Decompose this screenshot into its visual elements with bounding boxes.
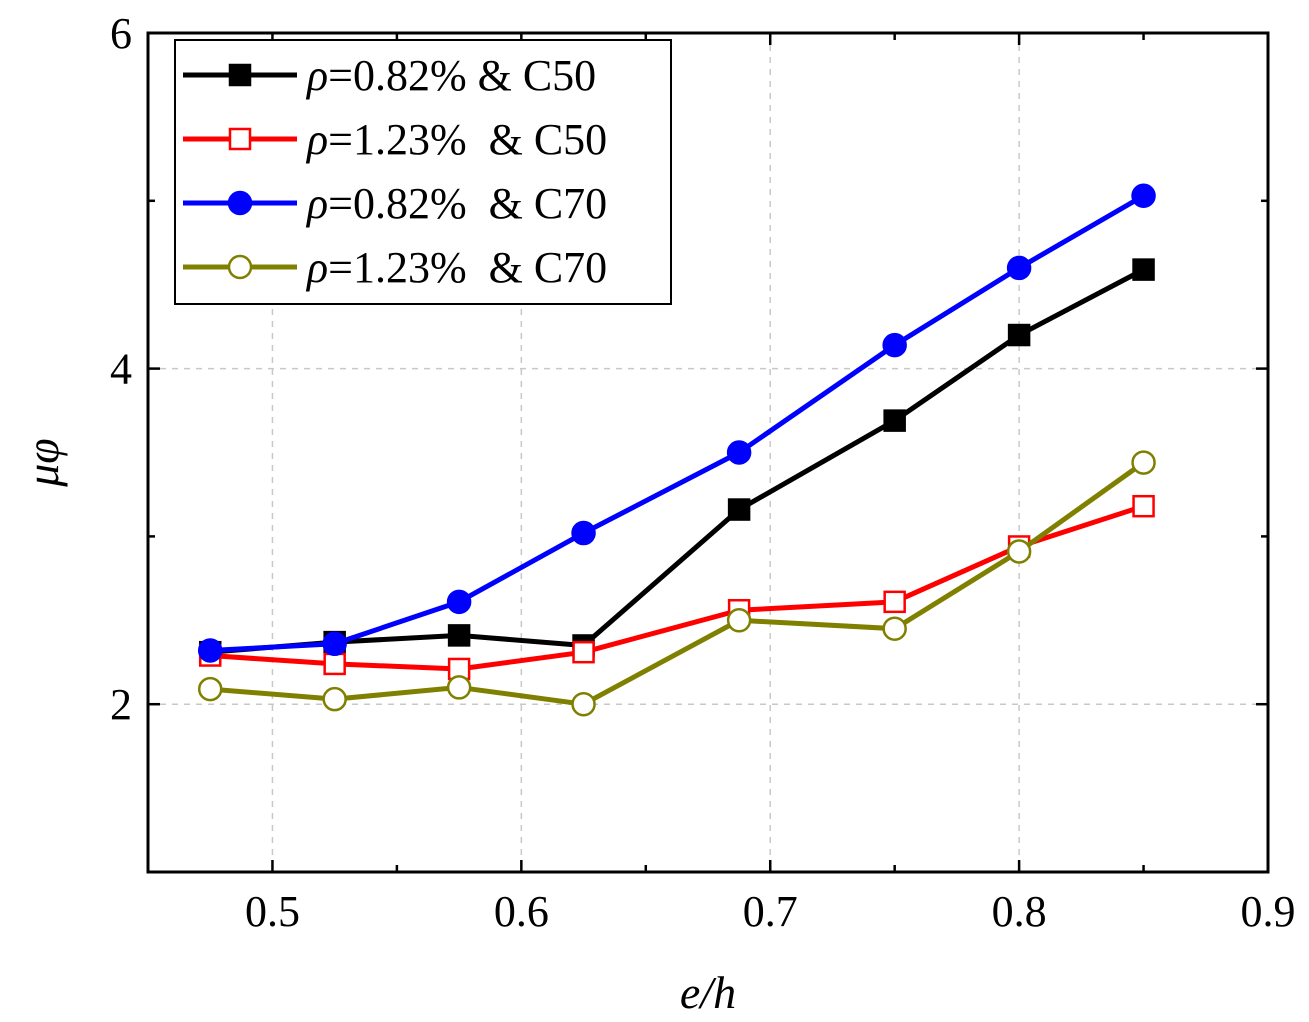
data-point-marker	[447, 624, 471, 647]
data-point-marker	[197, 638, 223, 663]
y-tick-label: 2	[110, 680, 132, 729]
tick-labels: 0.5 0.6 0.7 0.8 0.9 2 4 6	[110, 9, 1296, 936]
data-point-marker	[1006, 255, 1032, 281]
data-point-marker	[1132, 494, 1155, 518]
grid	[148, 33, 1268, 872]
data-point-marker	[322, 631, 347, 657]
data-point-marker	[227, 254, 253, 280]
x-axis-title: e/h	[680, 967, 736, 1018]
data-point-marker	[323, 652, 346, 676]
series-line	[210, 503, 1145, 672]
data-point-marker	[446, 589, 472, 615]
series-line	[210, 193, 1145, 654]
legend-text: =0.82% & C50	[328, 51, 596, 100]
data-point-marker	[322, 686, 347, 712]
y-tick-label: 4	[110, 345, 132, 394]
legend-symbol: ρ	[305, 243, 328, 292]
series-layer	[197, 183, 1156, 717]
data-point-marker	[882, 616, 907, 641]
legend-text: =1.23% & C70	[328, 243, 607, 292]
series-1	[198, 258, 1155, 664]
legend-symbol: ρ	[305, 115, 328, 164]
legend-label: ρ=1.23% & C50	[305, 115, 607, 164]
y-tick-label: 6	[110, 9, 132, 58]
data-point-marker	[883, 590, 906, 614]
series-line	[210, 267, 1145, 655]
legend-text: =0.82% & C70	[328, 179, 607, 228]
series-3	[197, 183, 1156, 663]
data-point-marker	[197, 676, 223, 702]
legend-label: ρ=0.82% & C50	[305, 51, 596, 100]
legend-item-3: ρ=0.82% & C70	[183, 179, 607, 228]
series-4	[197, 450, 1156, 717]
legend-symbol: ρ	[305, 51, 328, 100]
data-point-marker	[1132, 258, 1155, 281]
x-tick-label: 0.7	[743, 887, 798, 936]
legend-item-1: ρ=0.82% & C50	[183, 51, 596, 100]
data-point-marker	[572, 640, 595, 664]
data-point-marker	[726, 440, 752, 465]
legend-box	[174, 39, 672, 305]
axis-ticks	[146, 31, 1270, 874]
y-axis-title: μφ	[17, 438, 68, 488]
legend-item-2: ρ=1.23% & C50	[183, 115, 607, 164]
legend-item-4: ρ=1.23% & C70	[183, 243, 607, 292]
x-tick-label: 0.6	[494, 887, 549, 936]
data-point-marker	[1007, 323, 1031, 347]
data-point-marker	[446, 675, 472, 700]
data-point-marker	[1131, 450, 1156, 475]
x-tick-label: 0.9	[1241, 887, 1296, 936]
data-point-marker	[571, 520, 596, 546]
x-tick-label: 0.8	[992, 887, 1047, 936]
data-point-marker	[726, 608, 752, 633]
legend-symbol: ρ	[305, 179, 328, 228]
series-line	[210, 460, 1146, 707]
data-point-marker	[882, 332, 907, 358]
legend-text: =1.23% & C50	[328, 115, 607, 164]
data-point-marker	[1131, 183, 1156, 209]
data-point-marker	[228, 127, 252, 151]
legend-label: ρ=1.23% & C70	[305, 243, 607, 292]
data-point-marker	[227, 190, 253, 216]
plot-frame	[146, 31, 1270, 874]
data-point-marker	[883, 409, 906, 432]
data-point-marker	[727, 498, 751, 521]
data-point-marker	[571, 691, 596, 717]
data-point-marker	[1006, 539, 1032, 564]
x-tick-label: 0.5	[245, 887, 300, 936]
data-point-marker	[228, 63, 252, 87]
legend-label: ρ=0.82% & C70	[305, 179, 607, 228]
